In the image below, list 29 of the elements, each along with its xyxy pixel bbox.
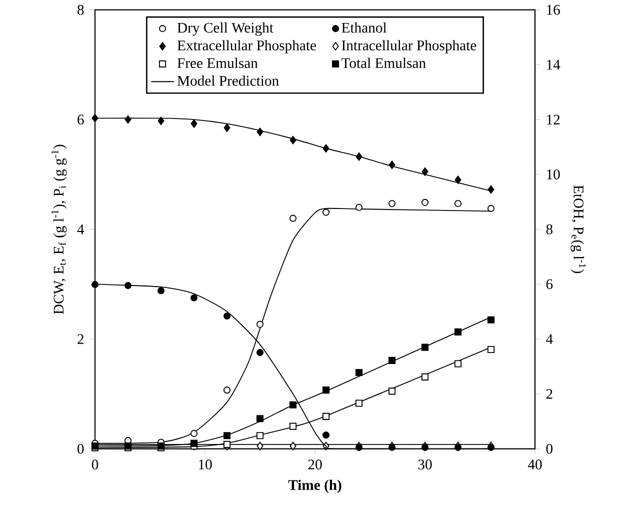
- x-axis-title: Time (h): [288, 480, 342, 494]
- x-tick-label: 30: [418, 460, 432, 470]
- x-tick-label: 20: [308, 460, 322, 470]
- legend-label: Intracellular Phosphate: [342, 40, 476, 54]
- legend-label: Extracellular Phosphate: [177, 40, 316, 54]
- y2-tick-label: 10: [547, 170, 560, 180]
- x-tick-label: 10: [198, 460, 212, 470]
- x-tick-label: 40: [528, 460, 542, 470]
- y2-tick-label: 14: [547, 60, 560, 70]
- legend-label: Model Prediction: [177, 76, 279, 86]
- legend-label: Dry Cell Weight: [177, 22, 274, 36]
- y-tick-label: 4: [77, 224, 84, 234]
- legend-label: Total Emulsan: [342, 58, 426, 68]
- legend-label: Free Emulsan: [177, 58, 258, 68]
- y2-tick-label: 8: [546, 224, 552, 234]
- y2-tick-label: 16: [547, 4, 560, 15]
- y2-tick-label: 6: [546, 279, 553, 290]
- x-tick-label: 0: [92, 460, 98, 470]
- y-tick-label: 8: [78, 4, 84, 15]
- y-tick-label: 2: [78, 334, 84, 344]
- y2-axis-title: EtOH, P$_{e}$(g l$^{-1}$): [570, 185, 586, 274]
- y2-tick-label: 2: [546, 389, 552, 399]
- y-tick-label: 6: [78, 114, 84, 125]
- text: DCW, E$_{t}$, E$_{f}$ (g l$^{-1}$), P$_{i}$ (g g$^{-1}$): [51, 144, 67, 314]
- y2-tick-label: 4: [546, 334, 553, 344]
- y2-tick-label: 0: [546, 444, 552, 454]
- y2-tick-label: 12: [547, 114, 560, 124]
- legend-label: Ethanol: [342, 22, 387, 33]
- y-tick-label: 0: [78, 444, 84, 454]
